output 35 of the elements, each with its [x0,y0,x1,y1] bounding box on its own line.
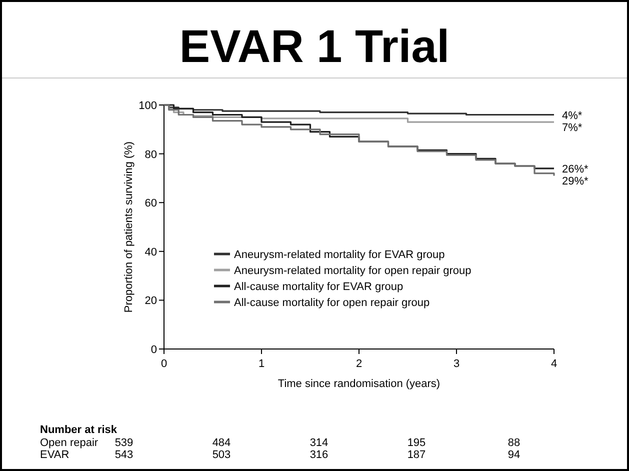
text: 7%* [562,122,583,134]
text: 195 [407,437,426,449]
y-tick-label: 40 [144,246,157,258]
y-tick-label: 60 [144,198,157,210]
x-tick-label: 2 [356,358,362,370]
text: EVAR [40,449,70,461]
legend-label: Aneurysm-related mortality for EVAR group [234,249,445,261]
text: 543 [114,449,134,461]
text: Open repair [40,437,98,449]
x-axis-title: Time since randomisation (years) [278,378,440,390]
text: 539 [114,437,134,449]
legend-label: All-cause mortality for EVAR group [234,281,404,293]
text: 484 [212,437,231,449]
y-axis-title: Proportion of patients surviving (%) [123,141,135,313]
text: 187 [407,449,426,461]
legend-label: All-cause mortality for open repair group [234,297,430,309]
legend-label: Aneurysm-related mortality for open repair group [234,265,472,277]
y-tick-label: 20 [144,295,157,308]
x-tick-label: 4 [550,358,558,370]
text: 503 [212,449,231,461]
text: 4%* [562,110,583,122]
chart-title: EVAR 1 Trial [179,20,450,72]
x-tick-label: 3 [453,358,460,370]
x-tick-label: 0 [160,358,168,370]
y-tick-label: 100 [138,100,157,112]
text: Number at risk [40,424,118,436]
text: 314 [310,437,328,449]
text: 94 [508,449,520,461]
text: 316 [310,449,328,461]
x-tick-label: 1 [258,358,265,370]
y-tick-label: 0 [150,344,157,356]
text: 88 [508,437,520,449]
text: 29%* [562,175,590,188]
y-tick-label: 80 [144,148,157,161]
text: 26%* [562,163,590,176]
